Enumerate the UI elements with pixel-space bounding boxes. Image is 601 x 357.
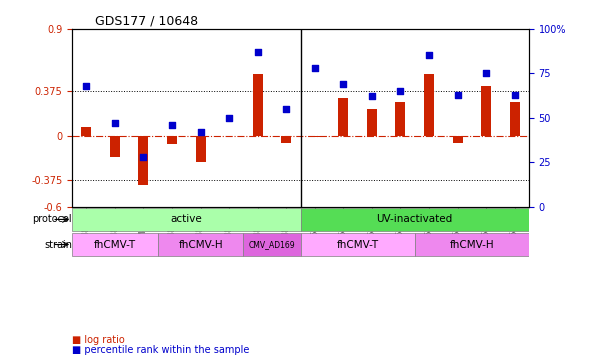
Text: protocol: protocol — [32, 215, 72, 225]
Point — [367, 94, 377, 99]
Point — [338, 81, 348, 87]
Point — [253, 49, 263, 55]
Bar — [81, 127, 91, 136]
Bar — [281, 136, 291, 143]
Point — [167, 122, 177, 128]
Text: strain: strain — [44, 240, 72, 250]
FancyBboxPatch shape — [243, 233, 300, 256]
Point — [224, 115, 234, 121]
Text: fhCMV-T: fhCMV-T — [337, 240, 379, 250]
FancyBboxPatch shape — [300, 233, 415, 256]
Text: ■ percentile rank within the sample: ■ percentile rank within the sample — [72, 346, 249, 356]
Bar — [510, 102, 520, 136]
FancyBboxPatch shape — [72, 233, 157, 256]
Bar — [310, 136, 320, 137]
Bar — [110, 136, 120, 157]
Point — [453, 92, 462, 97]
Point — [110, 120, 120, 126]
Text: GDS177 / 10648: GDS177 / 10648 — [95, 14, 198, 27]
FancyBboxPatch shape — [300, 208, 529, 231]
Text: fhCMV-H: fhCMV-H — [450, 240, 494, 250]
Text: active: active — [171, 215, 202, 225]
Point — [481, 70, 491, 76]
Bar — [195, 136, 206, 162]
FancyBboxPatch shape — [415, 233, 529, 256]
FancyBboxPatch shape — [72, 208, 300, 231]
Text: fhCMV-T: fhCMV-T — [94, 240, 136, 250]
Point — [424, 52, 434, 58]
Point — [82, 83, 91, 89]
Text: fhCMV-H: fhCMV-H — [178, 240, 223, 250]
Bar — [252, 74, 263, 136]
Bar — [481, 86, 491, 136]
Bar — [453, 136, 463, 143]
FancyBboxPatch shape — [157, 233, 243, 256]
Point — [395, 88, 405, 94]
Point — [281, 106, 291, 112]
Bar — [338, 97, 349, 136]
Bar — [395, 102, 406, 136]
Bar — [167, 136, 177, 144]
Text: UV-inactivated: UV-inactivated — [377, 215, 453, 225]
Bar — [138, 136, 148, 186]
Point — [310, 65, 320, 71]
Text: ■ log ratio: ■ log ratio — [72, 335, 125, 345]
Point — [510, 92, 519, 97]
Point — [139, 154, 148, 160]
Bar — [367, 109, 377, 136]
Text: CMV_AD169: CMV_AD169 — [249, 240, 295, 249]
Point — [196, 129, 206, 135]
Bar — [424, 74, 434, 136]
